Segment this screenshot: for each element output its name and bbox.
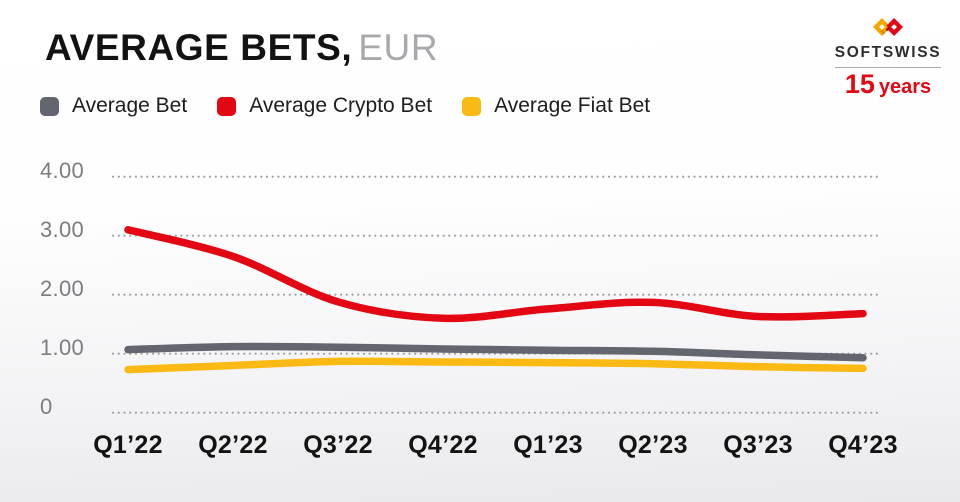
logo-divider (835, 67, 941, 68)
legend-swatch-icon (217, 96, 237, 116)
page-title: AVERAGE BETS, EUR (45, 27, 438, 69)
y-axis-tick-label: 1.00 (40, 334, 85, 360)
anniversary-word: years (878, 76, 932, 98)
y-axis-tick-label: 2.00 (40, 275, 85, 301)
x-axis-tick-label: Q3’22 (303, 431, 373, 459)
x-axis-tick-label: Q4’22 (408, 431, 478, 459)
line-average-fiat-bet (124, 357, 867, 374)
x-axis-tick-label: Q1’22 (93, 431, 163, 459)
x-axis-tick-label: Q1’23 (513, 431, 583, 459)
legend-swatch-icon (40, 96, 59, 116)
y-axis-tick-label: 0 (40, 393, 53, 419)
x-axis-tick-label: Q2’22 (198, 431, 268, 459)
line-average-bet (124, 342, 867, 362)
softswiss-diamonds-icon (872, 18, 904, 36)
anniversary-number: 15 (844, 69, 875, 99)
legend-swatch-icon (462, 96, 482, 116)
title-unit: EUR (358, 27, 439, 68)
logo-anniversary: 15 years (845, 71, 931, 102)
legend-label: Average Crypto Bet (249, 94, 433, 117)
x-axis-tick-label: Q4’23 (828, 431, 898, 459)
y-axis-tick-label: 3.00 (40, 216, 85, 242)
title-text: AVERAGE BETS, (45, 27, 353, 68)
legend-item-average-bet: Average Bet (40, 94, 187, 118)
legend-label: Average Fiat Bet (494, 94, 651, 117)
legend-item-average-crypto-bet: Average Crypto Bet (217, 94, 432, 118)
logo-brand-text: SOFTSWISS (834, 44, 942, 61)
x-axis-tick-label: Q2’23 (618, 431, 688, 459)
legend-label: Average Bet (72, 94, 188, 117)
line-average-crypto-bet (124, 226, 867, 323)
softswiss-logo: SOFTSWISS 15 years (830, 13, 946, 102)
y-axis-tick-label: 4.00 (40, 157, 85, 183)
chart-legend: Average Bet Average Crypto Bet Average Fia… (40, 93, 650, 119)
x-axis-tick-label: Q3’23 (723, 431, 793, 459)
legend-item-average-fiat-bet: Average Fiat Bet (462, 94, 650, 118)
